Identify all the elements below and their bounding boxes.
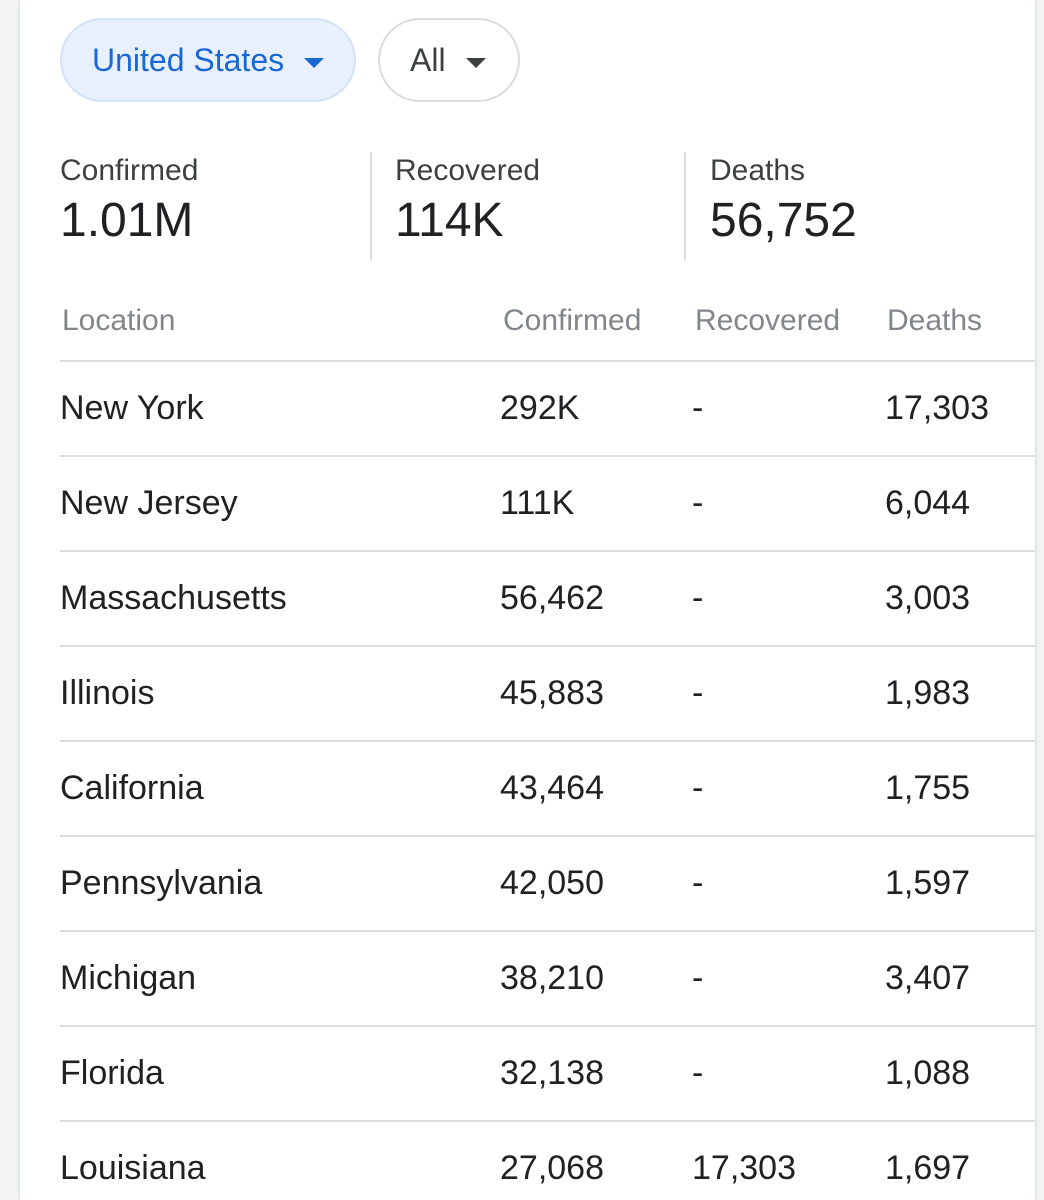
country-filter-label: United States [92,41,285,78]
row-location: New York [60,389,204,427]
row-recovered: - [692,864,704,902]
row-recovered: 17,303 [692,1149,796,1187]
recovered-summary: Recovered 114K [395,150,540,250]
row-confirmed: 56,462 [500,579,604,617]
summary-divider [684,152,686,260]
confirmed-summary-label: Confirmed [60,154,199,187]
deaths-summary-label: Deaths [710,154,806,187]
row-confirmed: 45,883 [500,674,604,712]
row-deaths: 1,697 [885,1149,971,1187]
row-location: Michigan [60,959,197,997]
table-row[interactable]: New Jersey 111K - 6,044 [60,457,1035,552]
row-confirmed: 32,138 [500,1054,604,1092]
country-filter-chip[interactable]: United States [60,18,356,102]
recovered-summary-label: Recovered [395,154,541,187]
table-row[interactable]: Massachusetts 56,462 - 3,003 [60,552,1035,647]
dropdown-arrow-icon [466,58,486,68]
recovered-summary-value: 114K [395,194,504,247]
row-location: New Jersey [60,484,238,522]
row-location: California [60,769,204,807]
table-row[interactable]: Florida 32,138 - 1,088 [60,1027,1035,1122]
table-row[interactable]: Michigan 38,210 - 3,407 [60,932,1035,1027]
table-row[interactable]: Louisiana 27,068 17,303 1,697 [60,1122,1035,1200]
dropdown-arrow-icon [304,58,324,68]
row-confirmed: 42,050 [500,864,604,902]
row-recovered: - [692,674,704,712]
scope-filter-chip[interactable]: All [378,18,520,102]
row-recovered: - [692,769,704,807]
row-deaths: 3,003 [885,579,971,617]
table-row[interactable]: New York 292K - 17,303 [60,362,1035,457]
deaths-summary: Deaths 56,752 [710,150,857,250]
row-deaths: 3,407 [885,959,971,997]
header-confirmed[interactable]: Confirmed [503,304,642,337]
row-confirmed: 111K [500,484,575,522]
header-deaths[interactable]: Deaths [887,304,983,337]
stats-card: United States All Confirmed 1.01M Recove… [20,0,1035,1200]
row-confirmed: 292K [500,389,580,427]
confirmed-summary: Confirmed 1.01M [60,150,198,250]
header-location[interactable]: Location [62,304,176,337]
table-header: Location Confirmed Recovered Deaths [60,292,1035,362]
location-table: Location Confirmed Recovered Deaths New … [60,292,1035,1200]
row-deaths: 1,088 [885,1054,971,1092]
row-confirmed: 43,464 [500,769,604,807]
table-row[interactable]: Illinois 45,883 - 1,983 [60,647,1035,742]
row-deaths: 1,597 [885,864,971,902]
row-location: Massachusetts [60,579,287,617]
row-location: Florida [60,1054,164,1092]
row-recovered: - [692,959,704,997]
scope-filter-label: All [410,41,446,78]
deaths-summary-value: 56,752 [710,194,857,247]
row-recovered: - [692,579,704,617]
row-deaths: 17,303 [885,389,989,427]
row-location: Illinois [60,674,155,712]
summary-divider [370,152,372,260]
confirmed-summary-value: 1.01M [60,194,194,247]
row-deaths: 6,044 [885,484,971,522]
header-recovered[interactable]: Recovered [695,304,841,337]
row-location: Louisiana [60,1149,206,1187]
row-deaths: 1,755 [885,769,971,807]
table-row[interactable]: California 43,464 - 1,755 [60,742,1035,837]
row-confirmed: 27,068 [500,1149,604,1187]
row-deaths: 1,983 [885,674,971,712]
table-row[interactable]: Pennsylvania 42,050 - 1,597 [60,837,1035,932]
row-location: Pennsylvania [60,864,263,902]
row-recovered: - [692,389,704,427]
row-recovered: - [692,484,704,522]
row-recovered: - [692,1054,704,1092]
row-confirmed: 38,210 [500,959,604,997]
